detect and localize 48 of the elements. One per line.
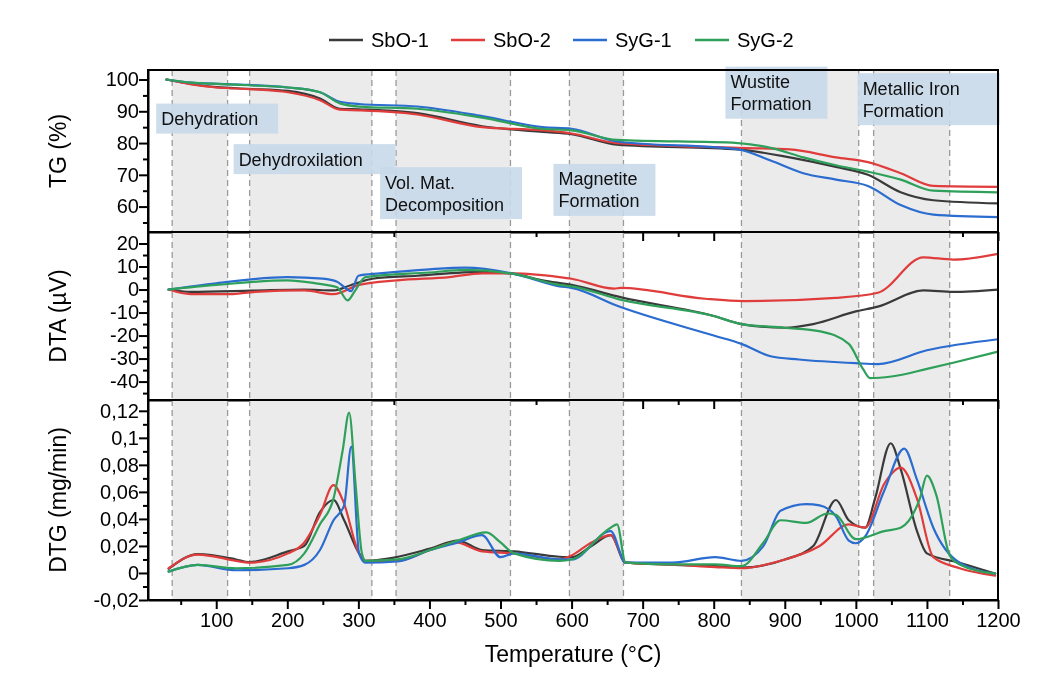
band-label: Dehydroxilation [238, 149, 363, 170]
y-tick-label: 0,06 [100, 480, 139, 503]
legend-label: SbO-2 [493, 29, 551, 51]
y-tick-label: -10 [110, 301, 139, 324]
y-tick-label: 0,12 [100, 399, 139, 422]
y-tick-label: 70 [116, 163, 139, 186]
y-axis-title: DTA (µV) [45, 269, 71, 363]
band-label: Metallic Iron Formation [862, 78, 960, 121]
x-tick-label: 400 [413, 609, 447, 631]
y-tick-label: -40 [110, 370, 139, 393]
y-tick-label: 0 [127, 278, 139, 301]
y-tick-label: 90 [116, 100, 139, 123]
y-tick-label: -0,02 [93, 588, 139, 611]
legend-label: SbO-1 [371, 29, 429, 51]
y-tick-label: 0,04 [100, 507, 139, 530]
legend-label: SyG-1 [615, 29, 672, 51]
y-tick-label: -30 [110, 347, 139, 370]
line-series [167, 252, 1000, 303]
x-tick-label: 300 [342, 609, 376, 631]
y-tick-label: 0,1 [111, 426, 139, 449]
line-series [167, 411, 997, 575]
y-tick-label: 60 [116, 195, 139, 218]
x-tick-label: 1200 [976, 609, 1021, 631]
x-tick-label: 600 [555, 609, 589, 631]
x-tick-label: 700 [626, 609, 660, 631]
x-tick-label: 1000 [834, 609, 879, 631]
y-tick-label: 0,02 [100, 534, 139, 557]
x-axis-title: Temperature (°C) [484, 641, 662, 667]
x-tick-label: 100 [200, 609, 234, 631]
band-label: Wustite Formation [730, 72, 812, 115]
x-tick-label: 1100 [905, 609, 949, 631]
y-axis-title: DTG (mg/min) [45, 427, 71, 573]
y-tick-label: 0,08 [100, 453, 139, 476]
y-tick-label: 20 [116, 232, 139, 255]
x-tick-label: 500 [484, 609, 518, 631]
band-label: Dehydration [161, 109, 259, 130]
y-axis-title: TG (%) [45, 113, 71, 189]
legend-label: SyG-2 [737, 29, 794, 51]
x-tick-label: 800 [697, 609, 731, 631]
band-label: Vol. Mat. Decomposition [385, 172, 505, 215]
x-tick-label: 900 [768, 609, 802, 631]
y-tick-label: -20 [110, 324, 139, 347]
y-tick-label: 10 [116, 255, 139, 278]
band-label: Magnetite Formation [558, 169, 640, 212]
y-tick-label: 80 [116, 131, 139, 154]
x-tick-label: 200 [271, 609, 305, 631]
y-tick-label: 0 [127, 561, 139, 584]
y-tick-label: 100 [105, 68, 139, 91]
